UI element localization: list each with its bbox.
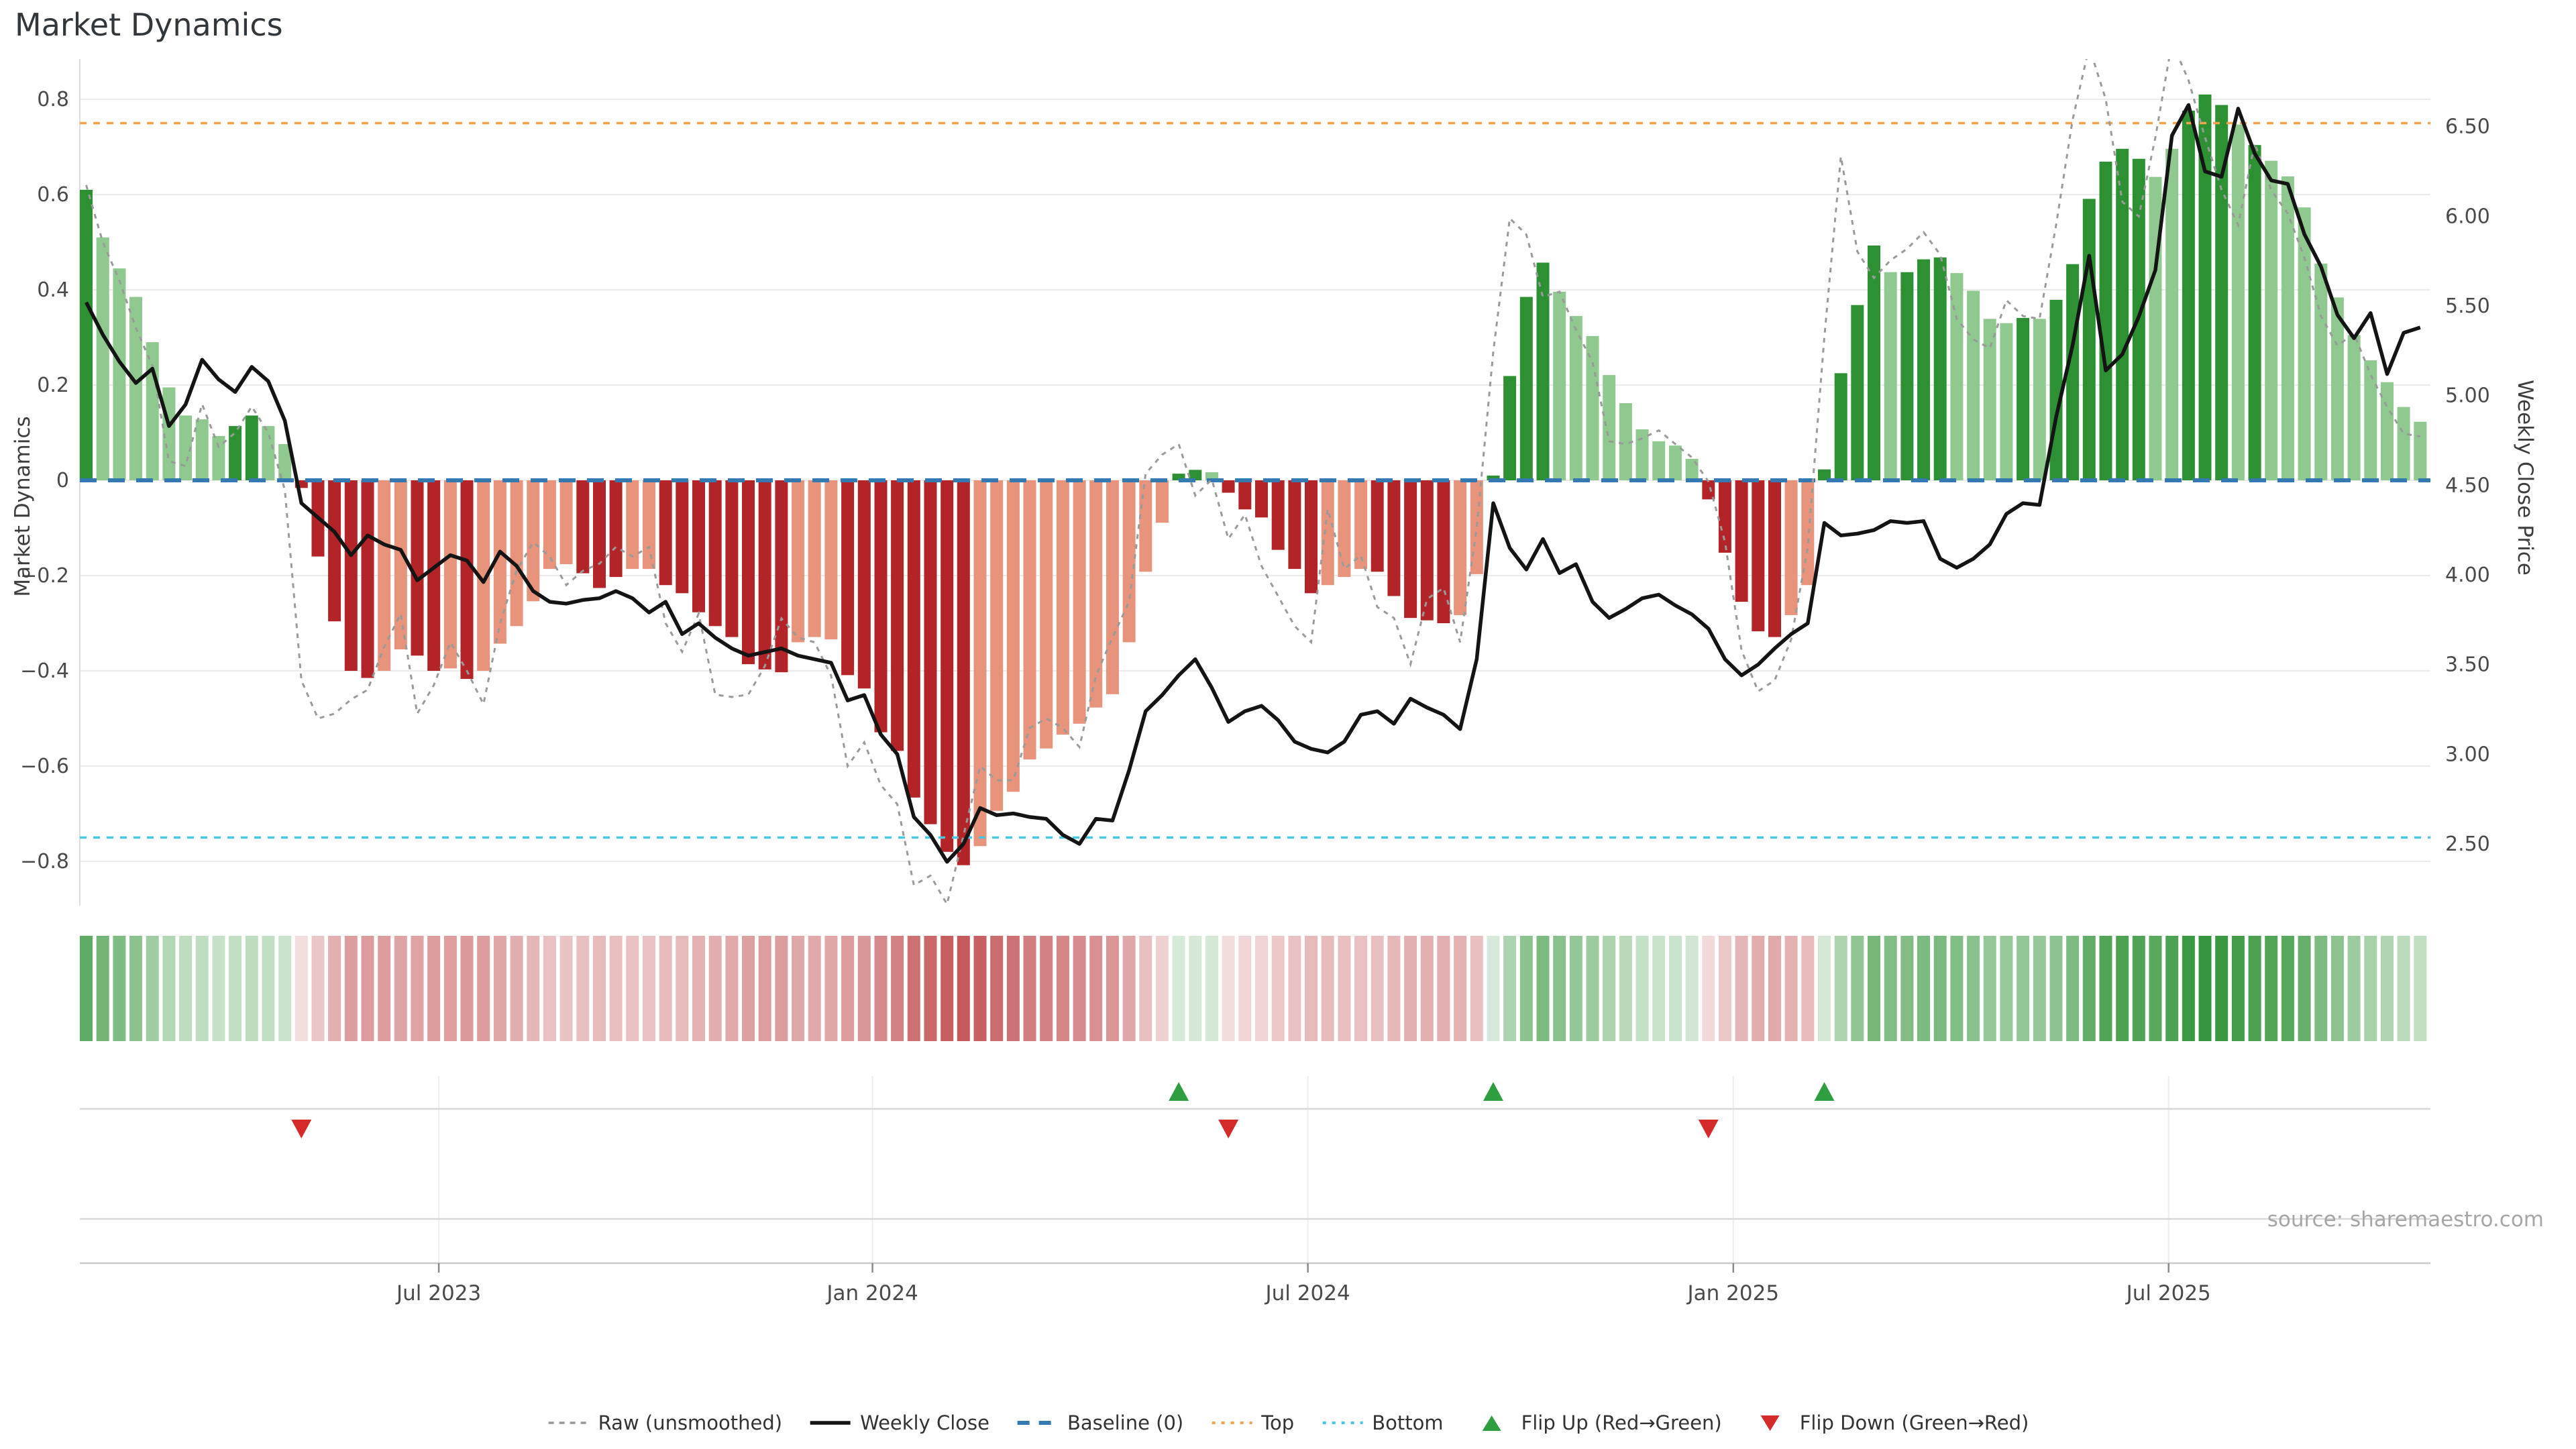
svg-text:Jul 2024: Jul 2024 (1265, 1281, 1350, 1305)
page-title: Market Dynamics (15, 7, 283, 43)
legend-label: Flip Up (Red→Green) (1521, 1411, 1722, 1434)
legend-swatch-dashed-icon (548, 1421, 589, 1424)
threshold-lines (80, 121, 2430, 839)
svg-text:3.50: 3.50 (2445, 653, 2490, 677)
legend-item-0: Raw (unsmoothed) (547, 1411, 782, 1434)
legend-item-5: Flip Up (Red→Green) (1470, 1411, 1722, 1434)
svg-text:Jul 2023: Jul 2023 (395, 1281, 481, 1305)
svg-text:Jan 2025: Jan 2025 (1686, 1281, 1780, 1305)
svg-text:0: 0 (56, 469, 69, 492)
svg-text:0.8: 0.8 (37, 88, 69, 111)
left-axis-ticks: 0.8 0.6 0.4 0.2 0 −0.2 −0.4 −0.6 −0.8 (20, 88, 69, 873)
raw-line (85, 59, 2421, 907)
legend-swatch-dotted-icon (1212, 1421, 1252, 1424)
marker-panel (80, 1076, 2430, 1273)
legend-swatch-dotted-icon (1322, 1421, 1363, 1424)
x-axis-labels: Jul 2023 Jan 2024 Jul 2024 Jan 2025 Jul 2025 (395, 1281, 2211, 1305)
legend-item-3: Top (1210, 1411, 1294, 1434)
svg-text:0.6: 0.6 (37, 183, 69, 207)
right-axis-ticks: 6.50 6.00 5.50 5.00 4.50 4.00 3.50 3.00 2.50 (2445, 115, 2490, 856)
weekly-close-line (85, 103, 2421, 864)
legend-label: Bottom (1372, 1411, 1444, 1434)
svg-text:Jul 2025: Jul 2025 (2125, 1281, 2211, 1305)
svg-text:−0.4: −0.4 (20, 659, 69, 683)
svg-text:4.00: 4.00 (2445, 564, 2490, 587)
flip-down-markers (291, 1120, 1719, 1138)
legend-label: Flip Down (Green→Red) (1799, 1411, 2029, 1434)
legend-item-1: Weekly Close (809, 1411, 989, 1434)
chart-legend: Raw (unsmoothed) Weekly Close Baseline (0)… (547, 1411, 2029, 1434)
legend-swatch-tri-up-icon (1482, 1415, 1501, 1431)
dynamics-bars (80, 94, 2427, 865)
svg-text:2.50: 2.50 (2445, 833, 2490, 856)
svg-text:0.4: 0.4 (37, 278, 69, 302)
legend-item-2: Baseline (0) (1016, 1411, 1183, 1434)
svg-text:−0.2: −0.2 (20, 564, 69, 588)
svg-text:6.00: 6.00 (2445, 205, 2490, 228)
svg-text:0.2: 0.2 (37, 374, 69, 397)
svg-text:4.50: 4.50 (2445, 474, 2490, 497)
legend-label: Weekly Close (860, 1411, 989, 1434)
svg-text:3.00: 3.00 (2445, 743, 2490, 766)
legend-label: Raw (unsmoothed) (598, 1411, 783, 1434)
legend-item-4: Bottom (1321, 1411, 1444, 1434)
svg-text:−0.8: −0.8 (20, 850, 69, 873)
legend-swatch-dashes-wide-icon (1018, 1421, 1058, 1425)
svg-text:6.50: 6.50 (2445, 115, 2490, 139)
heatmap-strip (80, 936, 2427, 1041)
svg-text:−0.6: −0.6 (20, 755, 69, 778)
svg-text:5.50: 5.50 (2445, 294, 2490, 318)
svg-text:5.00: 5.00 (2445, 384, 2490, 408)
legend-item-6: Flip Down (Green→Red) (1749, 1411, 2029, 1434)
legend-label: Top (1261, 1411, 1295, 1434)
legend-swatch-solid-icon (810, 1421, 851, 1425)
flip-up-markers (1169, 1082, 1835, 1101)
svg-text:Jan 2024: Jan 2024 (825, 1281, 918, 1305)
source-attribution: source: sharemaestro.com (2267, 1208, 2544, 1232)
legend-label: Baseline (0) (1067, 1411, 1184, 1434)
legend-swatch-tri-down-icon (1760, 1415, 1780, 1431)
right-axis-title: Weekly Close Price (2513, 380, 2537, 576)
left-axis-title: Market Dynamics (11, 416, 35, 597)
